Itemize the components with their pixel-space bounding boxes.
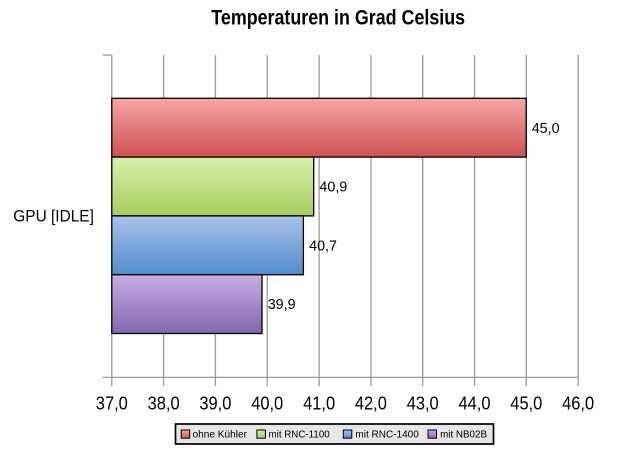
svg-text:38,0: 38,0 [148, 392, 180, 413]
svg-text:40,9: 40,9 [319, 180, 347, 196]
svg-text:45,0: 45,0 [510, 392, 542, 413]
svg-text:43,0: 43,0 [407, 392, 439, 413]
svg-text:Temperaturen in Grad Celsius: Temperaturen in Grad Celsius [211, 7, 465, 30]
svg-text:mit RNC-1400: mit RNC-1400 [355, 430, 419, 441]
svg-text:37,0: 37,0 [96, 392, 128, 413]
svg-text:46,0: 46,0 [562, 392, 594, 413]
svg-text:39,9: 39,9 [268, 297, 296, 313]
svg-text:42,0: 42,0 [355, 392, 387, 413]
svg-text:GPU [IDLE]: GPU [IDLE] [13, 207, 94, 226]
svg-text:mit NB02B: mit NB02B [440, 430, 487, 441]
svg-text:45,0: 45,0 [532, 121, 560, 137]
svg-text:41,0: 41,0 [303, 392, 335, 413]
svg-text:39,0: 39,0 [199, 392, 231, 413]
svg-text:44,0: 44,0 [459, 392, 491, 413]
svg-text:mit RNC-1100: mit RNC-1100 [269, 430, 331, 441]
svg-text:ohne Kühler: ohne Kühler [193, 430, 248, 441]
svg-text:40,0: 40,0 [251, 392, 283, 413]
svg-text:40,7: 40,7 [309, 238, 337, 254]
